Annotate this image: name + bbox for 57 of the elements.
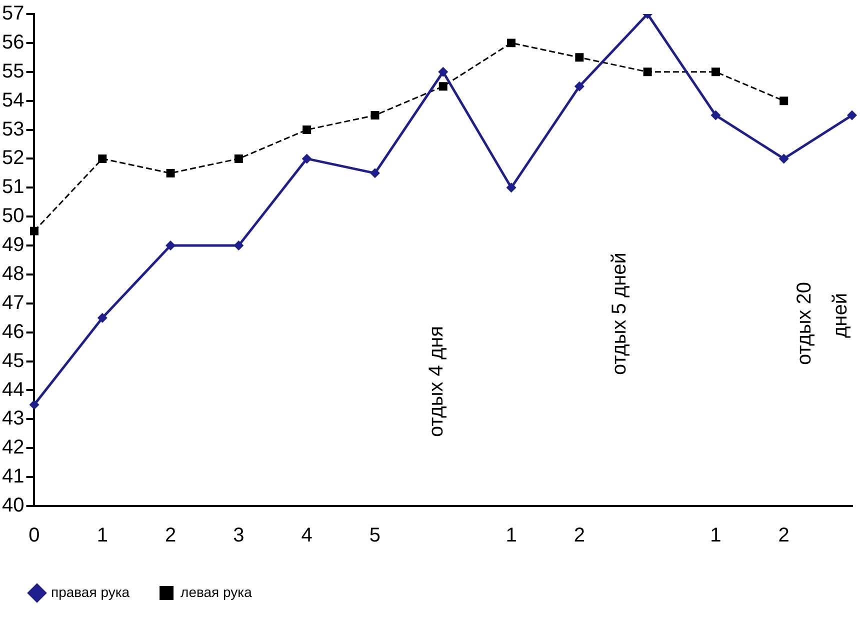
annotation: отдых 4 дня (426, 326, 448, 437)
point (166, 168, 175, 178)
y-tick-label: 56 (2, 31, 24, 54)
point (780, 96, 788, 106)
point (29, 400, 40, 410)
y-tick-label: 55 (2, 60, 24, 82)
y-tick-label: 47 (2, 292, 24, 314)
x-tick-label: 4 (301, 524, 312, 547)
point (30, 226, 38, 236)
x-tick-label: 0 (28, 524, 40, 547)
x-tick-label: 1 (506, 524, 517, 547)
legend-label: левая рука (180, 584, 252, 600)
y-tick-label: 52 (2, 147, 24, 170)
point (710, 110, 721, 120)
y-tick-label: 53 (2, 118, 24, 140)
y-tick-label: 50 (2, 205, 24, 228)
point (711, 68, 720, 76)
point (98, 154, 107, 163)
y-tick-label: 40 (2, 494, 24, 517)
point (778, 154, 789, 164)
x-tick-label: 5 (369, 524, 381, 547)
y-tick-label: 57 (2, 2, 24, 25)
point (234, 240, 244, 251)
annotation: отдых 20 дней (794, 282, 852, 365)
x-tick-label: 2 (164, 524, 176, 547)
point (438, 82, 448, 91)
y-tick-label: 51 (2, 176, 24, 198)
y-tick-label: 54 (2, 89, 24, 112)
point (234, 154, 243, 163)
x-tick-label: 1 (96, 524, 108, 547)
point (574, 81, 584, 92)
point (302, 126, 312, 134)
point (506, 182, 516, 193)
y-tick-label: 41 (2, 466, 24, 488)
y-tick-label: 45 (2, 350, 24, 372)
point (438, 66, 448, 77)
y-tick-label: 43 (2, 408, 24, 430)
point (370, 168, 380, 178)
y-tick-label: 49 (2, 234, 24, 256)
y-tick-label: 48 (2, 262, 24, 285)
point (507, 38, 516, 48)
y-tick-label: 42 (2, 436, 24, 459)
point (643, 68, 652, 76)
x-tick-label: 3 (233, 524, 244, 547)
y-tick-label: 46 (2, 320, 24, 343)
point (166, 240, 176, 251)
point (847, 110, 857, 120)
x-tick-label: 1 (710, 524, 722, 547)
y-tick-label: 44 (2, 378, 24, 401)
point (97, 312, 108, 323)
x-tick-label: 2 (574, 524, 585, 547)
point (302, 154, 312, 164)
point (370, 111, 380, 120)
x-tick-label: 2 (778, 524, 790, 547)
point (575, 53, 584, 62)
legend-label: правая рука (51, 584, 130, 600)
annotation: отдых 5 дней (608, 252, 631, 375)
